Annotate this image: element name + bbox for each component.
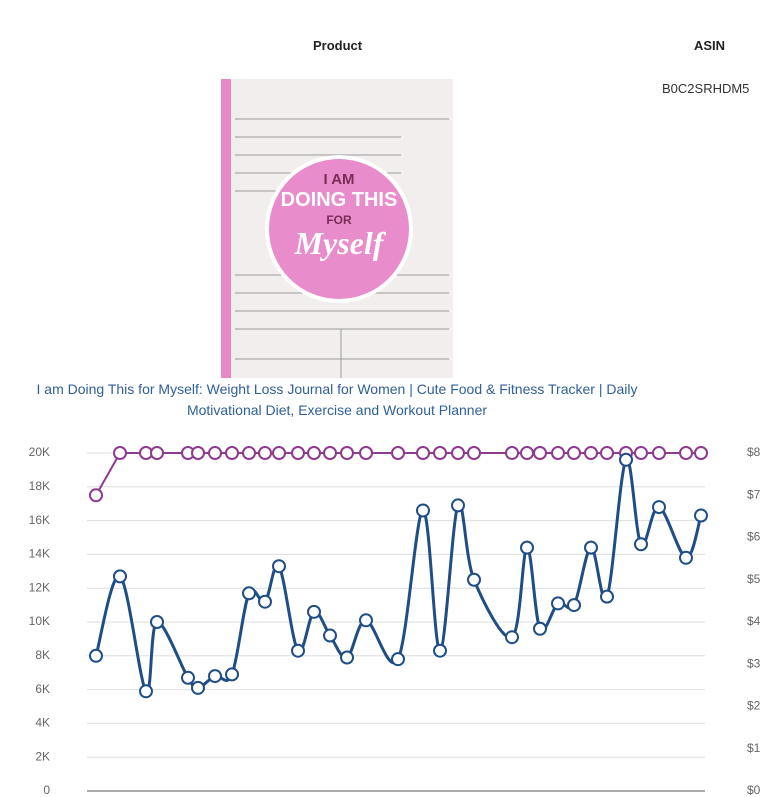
data-point [679,550,693,565]
data-point [467,446,481,460]
data-point [451,498,465,513]
y2-tick-label: $7 [747,487,761,501]
data-point [694,508,708,523]
data-point [551,596,565,611]
column-header: ASIN [694,38,726,53]
data-point [242,586,256,601]
data-point [258,446,272,460]
data-point [139,684,153,699]
data-point [291,446,305,460]
data-point [272,559,286,574]
y-tick-label: 2K [35,749,50,763]
data-point [391,446,405,460]
y-tick-label: 16K [29,513,50,527]
y2-tick-label: $2 [747,699,761,713]
data-point [307,604,321,619]
y2-tick-label: $8 [747,445,761,459]
data-point [416,446,430,460]
y-tick-label: 4K [35,716,50,730]
data-point [634,446,648,460]
y2-tick-label: $1 [747,741,761,755]
data-point [340,650,354,665]
asin: B0C2SRHDM5 [662,81,750,96]
data-point [505,630,519,645]
cover-text: FOR [326,213,352,227]
data-point [584,540,598,555]
data-point [89,488,103,503]
data-point [416,503,430,518]
data-point [242,446,256,460]
y2-tick-label: $4 [747,614,761,628]
cover-text: DOING THIS [280,189,398,211]
data-point [307,446,321,460]
data-point [150,615,164,629]
data-point [600,589,614,604]
data-point [694,446,708,460]
y-tick-label: 10K [29,614,50,628]
cover-text: Myself [294,225,384,261]
data-point [584,446,598,460]
column-header: Product [313,38,363,53]
y-tick-label: 0 [43,783,50,797]
data-point [359,446,373,460]
y-tick-label: 12K [29,580,50,594]
data-point [520,540,534,555]
y-tick-label: 6K [35,682,50,696]
data-point [359,613,373,628]
data-point [551,446,565,460]
y-tick-label: 18K [29,479,50,493]
data-point [600,446,614,460]
data-point [258,594,272,609]
cover-art [221,79,449,378]
data-point [150,446,164,460]
data-point [505,446,519,460]
data-point [191,446,205,460]
y-tick-label: 8K [35,648,50,662]
chart: 0 2K 4K 6K 8K 10K 12K 14K 16K 18K 20K $0 $1 $2 $3 $4 $5 $… [29,445,761,797]
y-tick-label: 14K [29,547,50,561]
data-point [291,643,305,658]
product-image[interactable]: I AM DOING THIS FOR Myself [221,79,453,378]
data-point [567,598,581,613]
data-point [225,446,239,460]
data-point [467,572,481,587]
data-point [619,452,633,467]
data-point [208,669,222,684]
data-point [451,446,465,460]
cover-circle [269,159,409,299]
data-point [520,446,534,460]
cover-text: I AM [323,171,355,188]
data-point [533,621,547,636]
data-point [391,652,405,667]
y2-tick-label: $3 [747,656,761,670]
data-point [323,446,337,460]
data-point [533,446,547,460]
data-point [634,537,648,552]
data-point [272,446,286,460]
data-point [567,446,581,460]
data-point [433,643,447,658]
y2-tick-label: $5 [747,572,761,586]
data-point [340,446,354,460]
data-point [208,446,222,460]
data-point [652,500,666,515]
y2-tick-label: $0 [747,783,761,797]
data-point [225,667,239,682]
data-point [679,446,693,460]
data-point [181,670,195,685]
data-point [191,680,205,695]
y2-tick-label: $6 [747,530,761,544]
product-title-link[interactable]: I am Doing This for Myself: Weight Loss … [36,381,638,418]
data-point [433,446,447,460]
data-point [89,648,103,663]
cover-spine [221,79,231,378]
data-point [652,446,666,460]
y-tick-label: 20K [29,445,50,459]
data-point [113,446,127,460]
data-point [113,569,127,584]
data-point [323,628,337,643]
